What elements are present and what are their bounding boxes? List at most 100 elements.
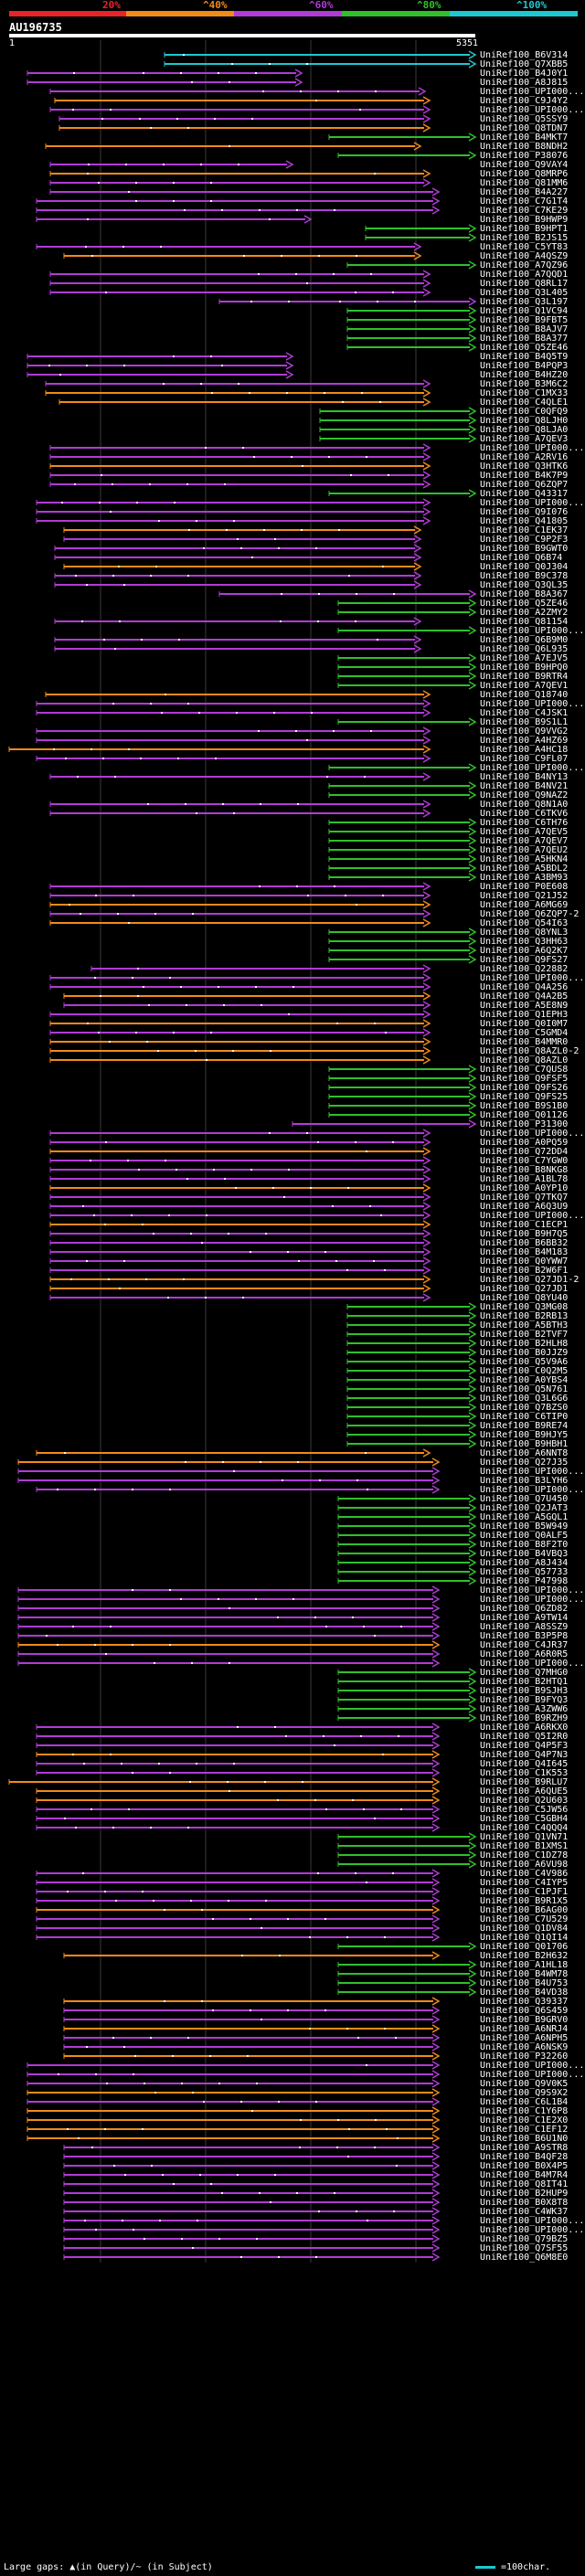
hit-alignment[interactable] [36,1485,441,1494]
hit-label-link[interactable]: UniRef100_A5GQL1 [480,1512,569,1522]
hit-label-link[interactable]: UniRef100_Q4I645 [480,1759,569,1769]
hit-alignment[interactable] [337,1540,477,1549]
hit-alignment[interactable] [337,1969,477,1978]
hit-label-link[interactable]: UniRef100_B9GWT0 [480,544,569,554]
hit-alignment[interactable] [17,1613,441,1622]
hit-label-link[interactable]: UniRef100_B4M183 [480,1247,569,1257]
hit-alignment[interactable] [337,1494,477,1503]
hit-label-link[interactable]: UniRef100_C4QQQ4 [480,1823,569,1833]
hit-alignment[interactable] [63,2225,441,2234]
hit-alignment[interactable] [90,964,431,973]
hit-label-link[interactable]: UniRef100_Q8YNL3 [480,928,569,938]
hit-label-link[interactable]: UniRef100_Q3HTK6 [480,461,569,472]
hit-alignment[interactable] [17,1659,441,1668]
hit-alignment[interactable] [63,2006,441,2015]
hit-alignment[interactable] [63,2024,441,2033]
hit-label-link[interactable]: UniRef100_A3ZWW6 [480,1704,569,1714]
hit-alignment[interactable] [337,1521,477,1531]
hit-label-link[interactable]: UniRef100_B4M7R4 [480,2170,569,2180]
hit-alignment[interactable] [49,1220,431,1229]
hit-label-link[interactable]: UniRef100_Q6B74 [480,553,563,563]
hit-alignment[interactable] [49,288,431,297]
hit-alignment[interactable] [346,334,477,343]
hit-label-link[interactable]: UniRef100_A6NRJ4 [480,2024,569,2034]
hit-alignment[interactable] [49,1138,431,1147]
hit-label-link[interactable]: UniRef100_B8F2T0 [480,1540,569,1550]
hit-label-link[interactable]: UniRef100_B4QF28 [480,2152,569,2162]
hit-label-link[interactable]: UniRef100_Q6S459 [480,2006,569,2016]
hit-label-link[interactable]: UniRef100_UPI000... [480,1659,585,1669]
hit-alignment[interactable] [49,891,431,900]
hit-alignment[interactable] [49,1247,431,1256]
hit-alignment[interactable] [346,1421,477,1430]
hit-label-link[interactable]: UniRef100_C5YT83 [480,242,569,252]
hit-label-link[interactable]: UniRef100_Q7U450 [480,1494,569,1504]
hit-label-link[interactable]: UniRef100_B4PQP3 [480,361,569,371]
hit-label-link[interactable]: UniRef100_A6Q2K7 [480,946,569,956]
hit-label-link[interactable]: UniRef100_Q7SF55 [480,2243,569,2253]
hit-alignment[interactable] [337,1549,477,1558]
hit-label-link[interactable]: UniRef100_Q3MG08 [480,1302,569,1312]
hit-label-link[interactable]: UniRef100_C6TH76 [480,818,569,828]
hit-label-link[interactable]: UniRef100_Q3L6G6 [480,1394,569,1404]
hit-alignment[interactable] [49,279,431,288]
hit-alignment[interactable] [346,1311,477,1320]
hit-label-link[interactable]: UniRef100_B8NKG8 [480,1165,569,1175]
hit-alignment[interactable] [365,224,477,233]
hit-alignment[interactable] [328,836,477,845]
hit-label-link[interactable]: UniRef100_Q3L405 [480,288,569,298]
hit-label-link[interactable]: UniRef100_Q0I0M7 [480,1019,569,1029]
hit-label-link[interactable]: UniRef100_UPI000... [480,1485,585,1495]
hit-label-link[interactable]: UniRef100_A9TW14 [480,1613,569,1623]
hit-alignment[interactable] [49,1147,431,1156]
hit-alignment[interactable] [36,754,431,763]
hit-alignment[interactable] [346,1375,477,1384]
hit-alignment[interactable] [337,681,477,690]
hit-label-link[interactable]: UniRef100_B8AJV7 [480,324,569,334]
hit-alignment[interactable] [63,1951,441,1960]
hit-label-link[interactable]: UniRef100_C9FL07 [480,754,569,764]
hit-label-link[interactable]: UniRef100_A8J815 [480,78,569,88]
hit-alignment[interactable] [36,1933,441,1942]
hit-alignment[interactable] [36,206,441,215]
hit-label-link[interactable]: UniRef100_Q9FS26 [480,1083,569,1093]
hit-label-link[interactable]: UniRef100_C1K553 [480,1768,569,1778]
hit-label-link[interactable]: UniRef100_Q6ZQP7-2 [480,909,580,919]
hit-label-link[interactable]: UniRef100_A8SSZ9 [480,1622,569,1632]
hit-label-link[interactable]: UniRef100_Q79BZ5 [480,2234,569,2244]
hit-alignment[interactable] [346,324,477,334]
hit-label-link[interactable]: UniRef100_Q4A256 [480,982,569,992]
hit-label-link[interactable]: UniRef100_C6TIP0 [480,1412,569,1422]
hit-alignment[interactable] [337,1850,477,1860]
hit-alignment[interactable] [63,1001,431,1010]
hit-label-link[interactable]: UniRef100_Q4P5F3 [480,1741,569,1751]
hit-label-link[interactable]: UniRef100_B2RB13 [480,1311,569,1321]
hit-label-link[interactable]: UniRef100_Q9I076 [480,507,569,517]
hit-alignment[interactable] [63,2198,441,2207]
hit-alignment[interactable] [337,1695,477,1704]
hit-label-link[interactable]: UniRef100_Q3HH63 [480,937,569,947]
hit-label-link[interactable]: UniRef100_C4JR37 [480,1640,569,1650]
hit-alignment[interactable] [337,1841,477,1850]
hit-label-link[interactable]: UniRef100_Q6L935 [480,644,569,654]
hit-alignment[interactable] [49,270,431,279]
hit-label-link[interactable]: UniRef100_Q72DD4 [480,1147,569,1157]
hit-label-link[interactable]: UniRef100_A4HC18 [480,745,569,755]
hit-label-link[interactable]: UniRef100_Q8MRP6 [480,169,569,179]
hit-label-link[interactable]: UniRef100_B9H7Q5 [480,1229,569,1239]
hit-alignment[interactable] [328,955,477,964]
hit-label-link[interactable]: UniRef100_Q8RL17 [480,279,569,289]
hit-alignment[interactable] [63,525,422,535]
hit-label-link[interactable]: UniRef100_UPI000... [480,498,585,508]
hit-label-link[interactable]: UniRef100_C6L1B4 [480,2097,569,2107]
hit-alignment[interactable] [36,1869,441,1878]
hit-alignment[interactable] [36,196,441,206]
hit-label-link[interactable]: UniRef100_UPI000... [480,2225,585,2235]
hit-label-link[interactable]: UniRef100_A6NPH5 [480,2033,569,2043]
hit-alignment[interactable] [63,2243,441,2253]
hit-label-link[interactable]: UniRef100_Q5N761 [480,1384,569,1394]
hit-alignment[interactable] [346,1394,477,1403]
hit-label-link[interactable]: UniRef100_B5W949 [480,1521,569,1532]
hit-alignment[interactable] [337,1668,477,1677]
hit-alignment[interactable] [337,626,477,635]
